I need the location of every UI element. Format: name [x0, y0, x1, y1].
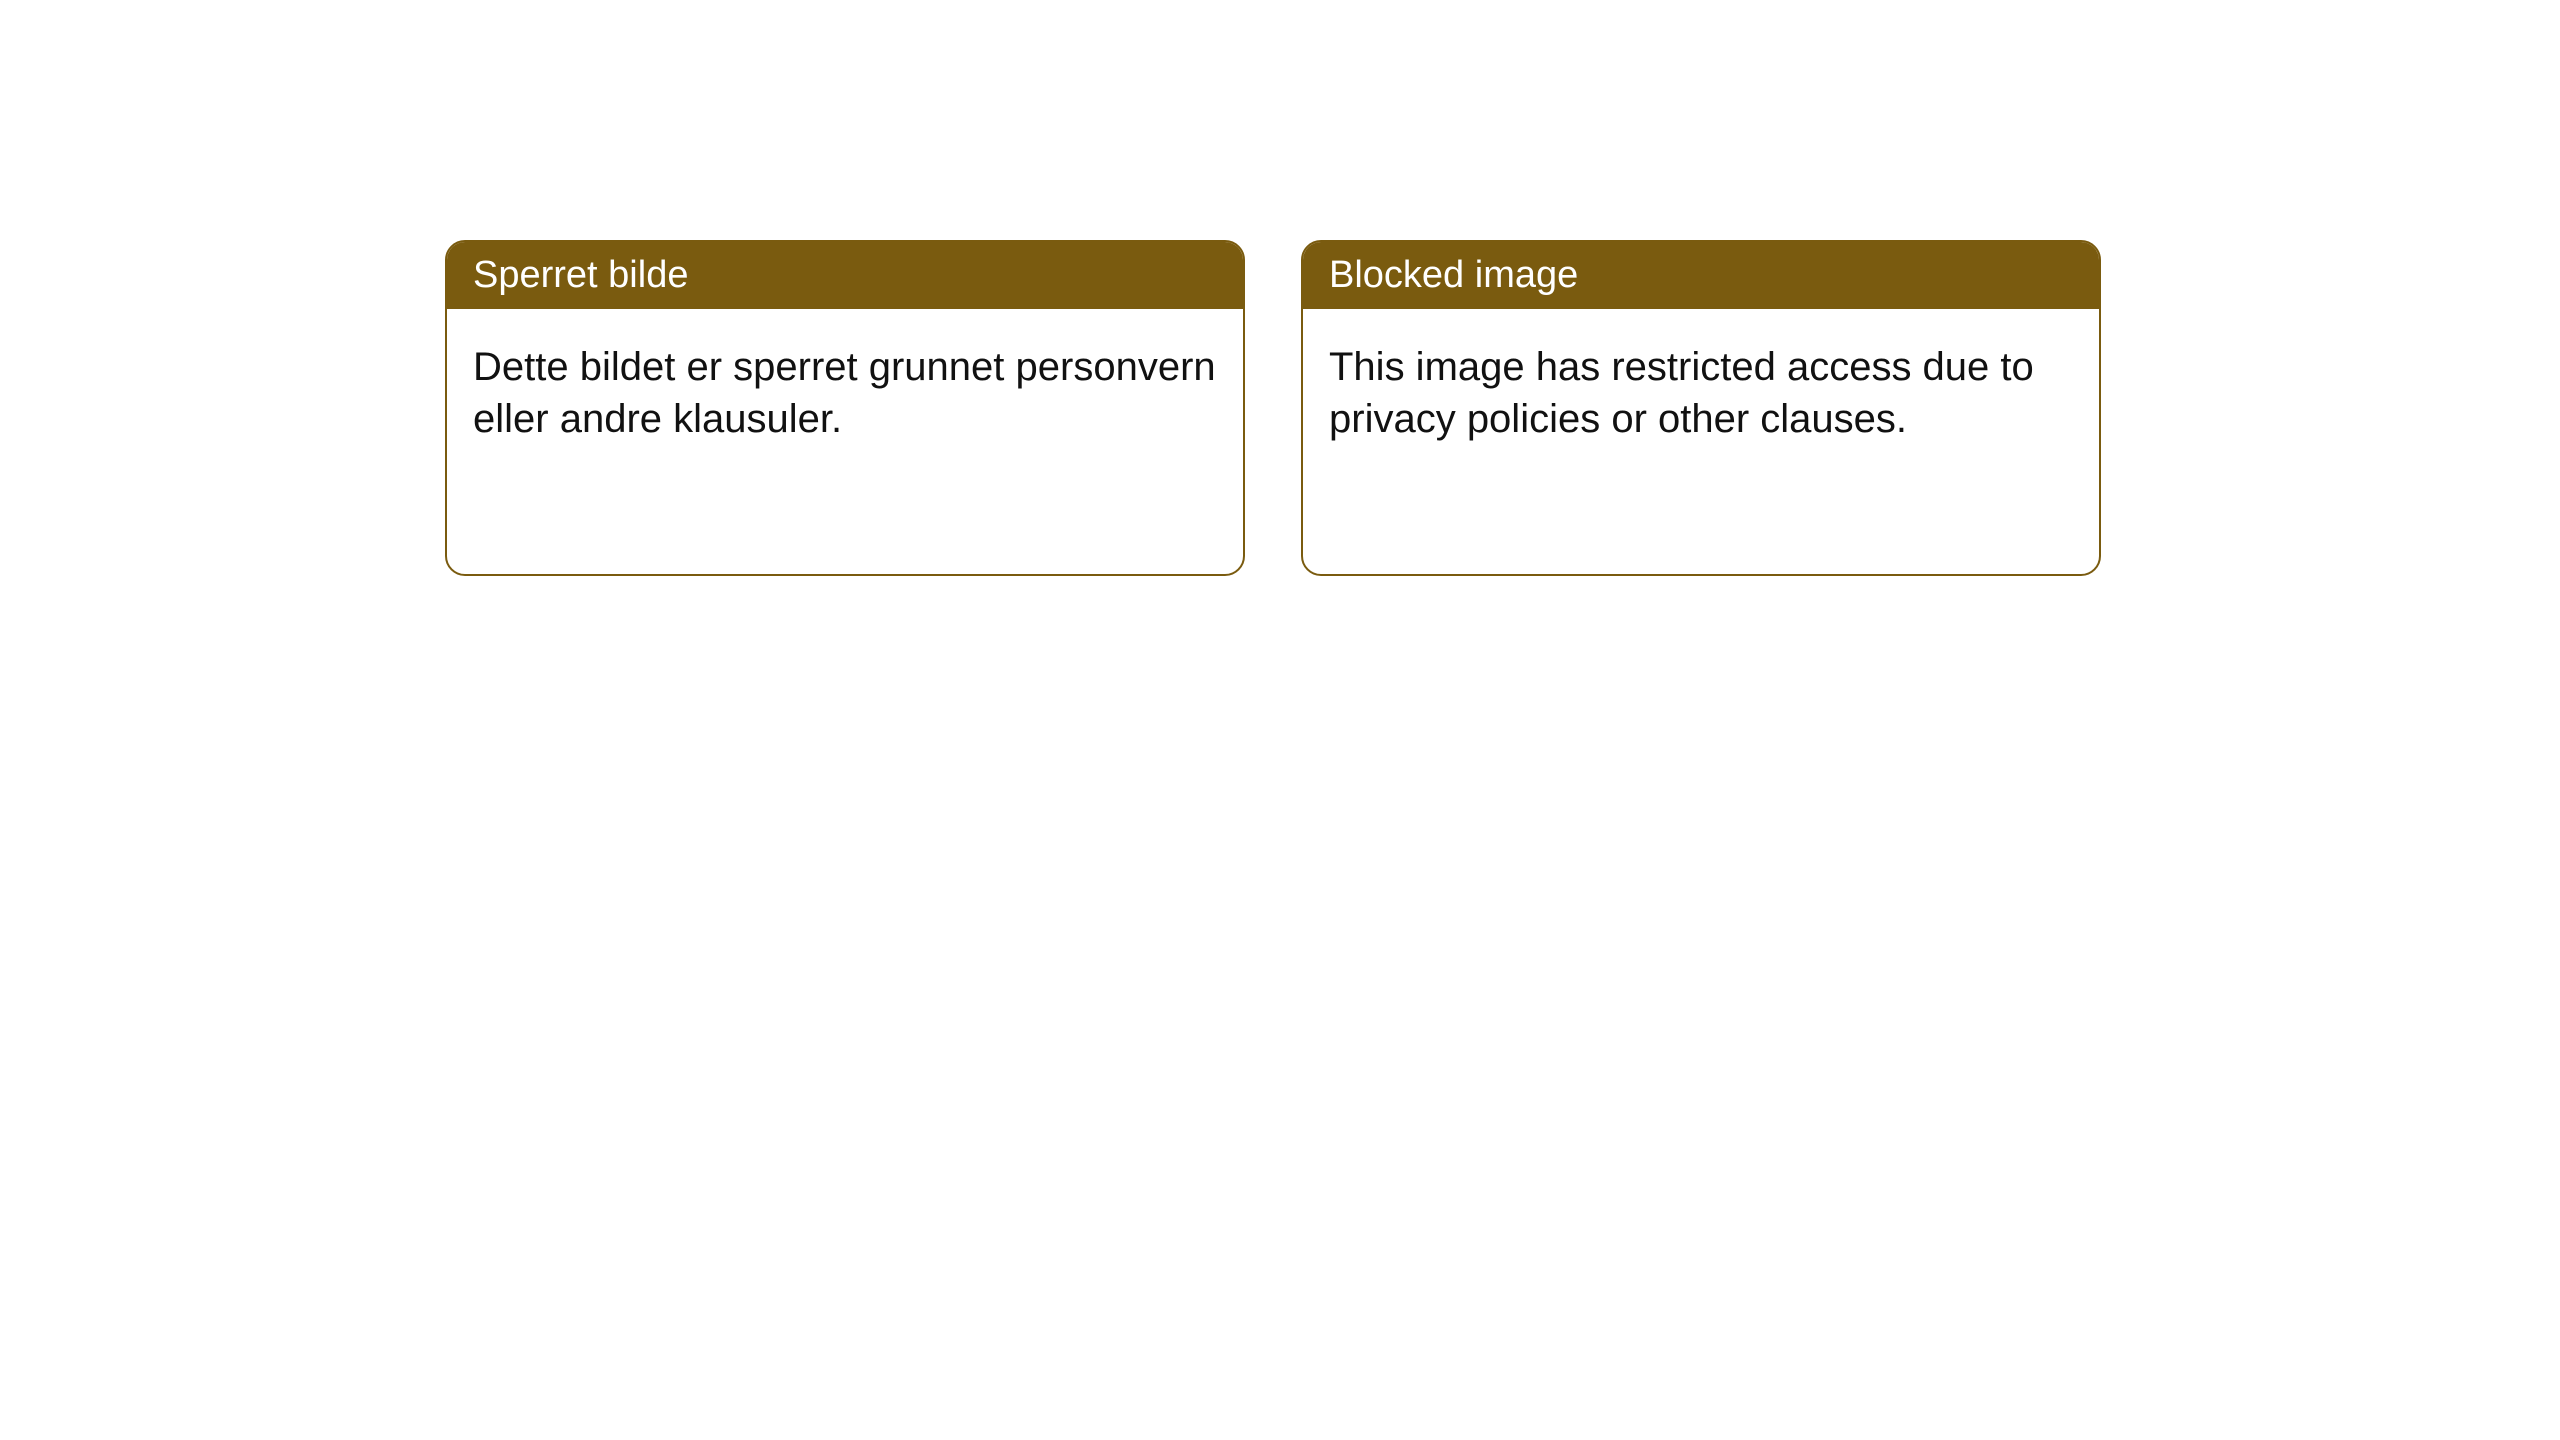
notice-body-no: Dette bildet er sperret grunnet personve…	[447, 309, 1243, 477]
notice-title-en: Blocked image	[1303, 242, 2099, 309]
notice-body-en: This image has restricted access due to …	[1303, 309, 2099, 477]
notice-card-no: Sperret bilde Dette bildet er sperret gr…	[445, 240, 1245, 576]
notice-title-no: Sperret bilde	[447, 242, 1243, 309]
notice-container: Sperret bilde Dette bildet er sperret gr…	[0, 0, 2560, 576]
notice-card-en: Blocked image This image has restricted …	[1301, 240, 2101, 576]
